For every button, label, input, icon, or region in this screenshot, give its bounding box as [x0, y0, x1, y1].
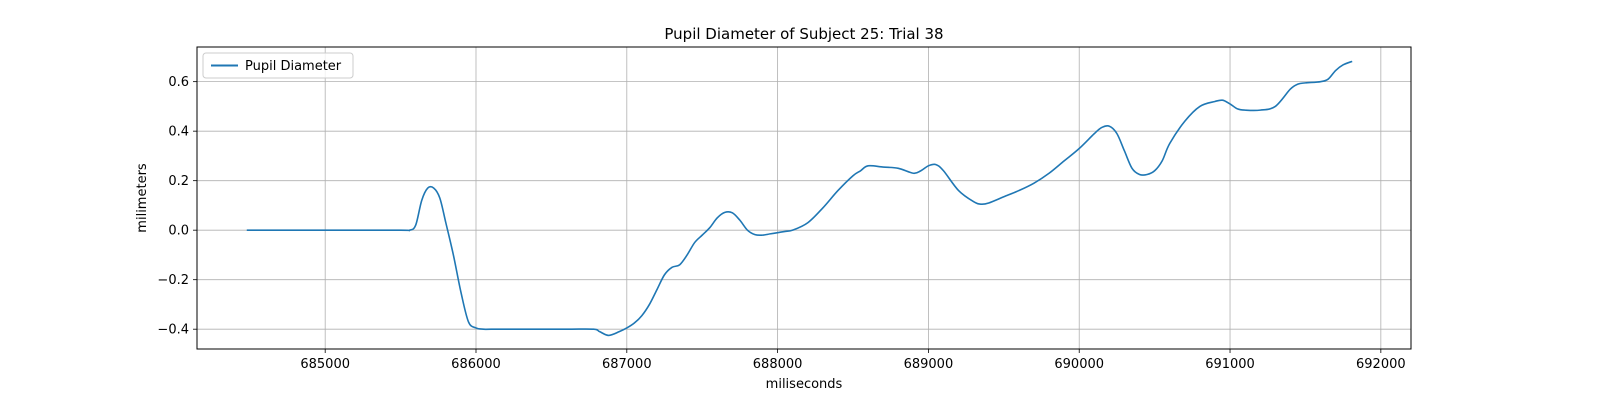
y-tick-label: 0.2: [168, 174, 189, 189]
x-tick-label: 685000: [300, 357, 350, 372]
chart-title: Pupil Diameter of Subject 25: Trial 38: [664, 25, 943, 43]
y-tick-label: 0.4: [168, 125, 189, 140]
x-ticks: 685000 686000 687000 688000 689000 690000 6910…: [300, 349, 1406, 372]
plot-frame: [196, 46, 1412, 350]
grid: [197, 47, 1411, 349]
x-axis-label: miliseconds: [766, 377, 843, 392]
y-ticks: −0.4 −0.2 0.0 0.2 0.4 0.6: [157, 75, 197, 338]
y-tick-label: 0.0: [168, 224, 189, 239]
series: [246, 60, 1353, 337]
x-tick-label: 686000: [451, 357, 501, 372]
legend-label-pupil-diameter: Pupil Diameter: [245, 59, 342, 74]
x-tick-label: 690000: [1054, 357, 1104, 372]
x-tick-label: 691000: [1205, 357, 1255, 372]
legend: Pupil Diameter: [202, 52, 354, 79]
x-tick-label: 687000: [602, 357, 652, 372]
legend-box: [202, 52, 354, 79]
x-tick-label: 689000: [904, 357, 954, 372]
y-tick-label: 0.6: [168, 75, 189, 90]
y-tick-label: −0.4: [157, 323, 189, 338]
x-tick-label: 688000: [753, 357, 803, 372]
y-axis-label: milimeters: [135, 163, 150, 233]
series-line-pupil-diameter: [246, 60, 1353, 337]
y-tick-label: −0.2: [157, 273, 189, 288]
x-tick-label: 692000: [1356, 357, 1406, 372]
